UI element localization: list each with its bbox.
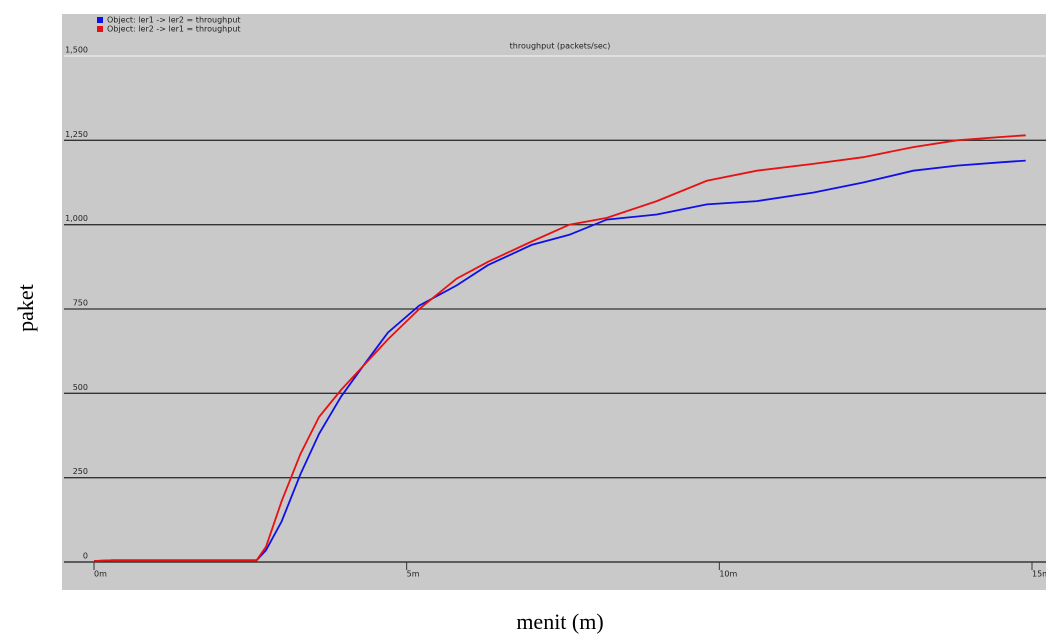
y-tick-label: 1,250 [65,130,88,139]
y-tick-label: 250 [73,467,88,476]
plot-panel [62,14,1046,590]
y-tick-label: 1,500 [65,46,88,55]
x-axis-label: menit (m) [516,609,603,634]
y-axis-label: paket [13,284,38,332]
legend-label: Object: ler1 -> ler2 = throughput [107,16,241,25]
chart: throughput (packets/sec) menit (m) paket… [0,0,1046,640]
legend-swatch [97,17,103,23]
y-tick-label: 750 [73,299,88,308]
y-tick-label: 0 [83,552,88,561]
y-tick-label: 1,000 [65,214,88,223]
x-tick-label: 15m [1032,570,1046,579]
x-tick-label: 5m [407,570,420,579]
y-tick-label: 500 [73,383,88,392]
chart-subtitle: throughput (packets/sec) [510,42,611,51]
legend-label: Object: ler2 -> ler1 = throughput [107,25,241,34]
x-tick-label: 10m [719,570,737,579]
x-tick-label: 0m [94,570,107,579]
legend-swatch [97,26,103,32]
